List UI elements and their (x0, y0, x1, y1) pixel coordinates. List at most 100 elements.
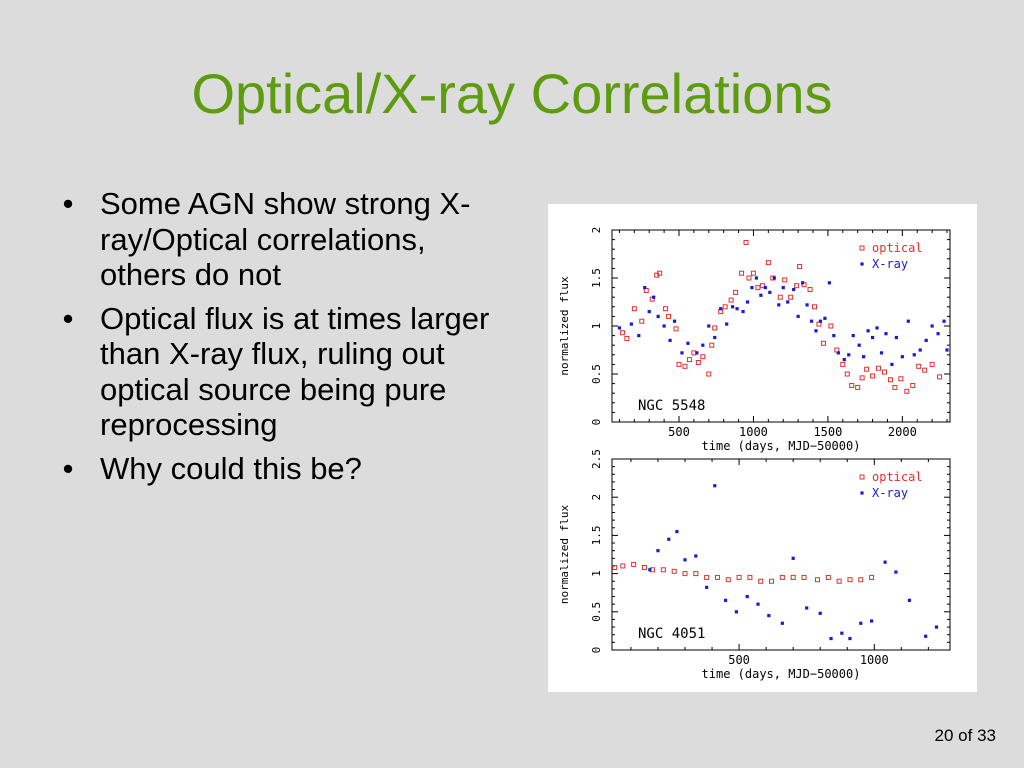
page-number: 20 of 33 (934, 726, 996, 745)
data-point (686, 357, 692, 363)
y-axis-label: normalized flux (558, 504, 571, 604)
data-point (777, 294, 783, 300)
bullet-item: • Some AGN show strong X-ray/Optical cor… (58, 186, 508, 293)
bullet-marker: • (62, 450, 74, 486)
data-point (671, 568, 677, 574)
bullet-list: • Some AGN show strong X-ray/Optical cor… (58, 186, 508, 494)
slide-title: Optical/X-ray Correlations (191, 62, 833, 125)
data-point (750, 286, 754, 290)
data-point (924, 338, 928, 342)
data-point (707, 324, 711, 328)
data-point (924, 634, 928, 638)
y-axis-label: normalized flux (558, 276, 571, 376)
data-point (801, 574, 807, 580)
bullet-item: • Optical flux is at times larger than X… (58, 301, 508, 443)
data-point (820, 340, 826, 346)
data-point (714, 574, 720, 580)
data-point (663, 306, 669, 312)
x-tick-label: 2000 (888, 425, 917, 439)
x-tick-label: 1500 (813, 425, 842, 439)
data-point (847, 577, 853, 583)
x-tick-label: 500 (728, 653, 750, 667)
legend-label: X-ray (872, 257, 908, 271)
data-point (786, 300, 790, 304)
data-point (741, 310, 745, 314)
data-point (624, 335, 630, 341)
data-point (840, 361, 846, 367)
data-point (869, 574, 875, 580)
data-point (713, 484, 717, 488)
object-name-label: NGC 4051 (638, 626, 705, 642)
legend-marker (859, 474, 865, 480)
data-point (745, 300, 750, 304)
data-point (682, 571, 688, 577)
data-point (797, 263, 803, 269)
data-point (694, 554, 698, 558)
data-point (823, 316, 827, 320)
data-point (705, 585, 709, 589)
data-point (662, 324, 666, 328)
legend-label: optical (872, 241, 923, 255)
data-point (805, 303, 809, 307)
data-point (849, 383, 855, 389)
data-point (906, 319, 910, 323)
x-tick-label: 1000 (860, 653, 889, 667)
data-point (767, 614, 771, 618)
data-point (870, 373, 876, 379)
data-point (792, 287, 796, 292)
data-point (756, 602, 760, 606)
data-point (916, 363, 922, 369)
data-point (746, 275, 752, 281)
data-point (693, 571, 699, 577)
data-point (781, 286, 785, 290)
data-point (648, 568, 652, 572)
legend-marker (860, 262, 864, 266)
data-point (864, 366, 870, 372)
data-point (639, 318, 645, 324)
data-point (722, 304, 728, 310)
x-tick-label: 500 (668, 425, 690, 439)
data-point (842, 358, 846, 362)
data-point (617, 326, 622, 330)
data-point (866, 329, 870, 333)
data-point (855, 384, 861, 390)
data-point (818, 319, 823, 323)
data-point (894, 570, 898, 574)
data-point (937, 374, 943, 380)
y-tick-label: 1 (590, 570, 603, 577)
data-point (733, 289, 739, 295)
y-tick-label: 1 (590, 323, 603, 330)
data-point (612, 564, 618, 570)
y-tick-label: 1.5 (590, 268, 603, 288)
y-tick-label: 2 (590, 494, 603, 501)
data-point (779, 574, 785, 580)
data-point (814, 329, 818, 333)
data-point (629, 322, 633, 326)
data-point (805, 606, 809, 610)
data-point (769, 578, 775, 584)
data-point (672, 319, 677, 323)
data-point (637, 334, 641, 338)
chart-panel-2: 500 1000 0 0.5 1 1.5 2 2.5 time (days, MJD−50000… (558, 449, 951, 681)
data-point (829, 636, 833, 641)
data-point (704, 574, 710, 580)
data-point (683, 558, 687, 562)
y-tick-label: 0 (590, 419, 603, 426)
y-tick-label: 2.5 (590, 449, 603, 469)
data-point (892, 384, 898, 390)
data-point (812, 304, 818, 310)
x-axis-label: time (days, MJD−50000) (702, 439, 861, 453)
data-point (847, 353, 851, 357)
data-point (619, 330, 625, 336)
data-point (936, 332, 940, 336)
data-point (918, 348, 922, 352)
plot-frame (611, 458, 951, 651)
legend-marker (859, 245, 865, 251)
data-point (754, 276, 759, 280)
data-point (788, 294, 794, 300)
data-point (747, 574, 753, 580)
data-point (900, 355, 904, 359)
data-point (620, 563, 626, 569)
data-point (879, 351, 884, 355)
